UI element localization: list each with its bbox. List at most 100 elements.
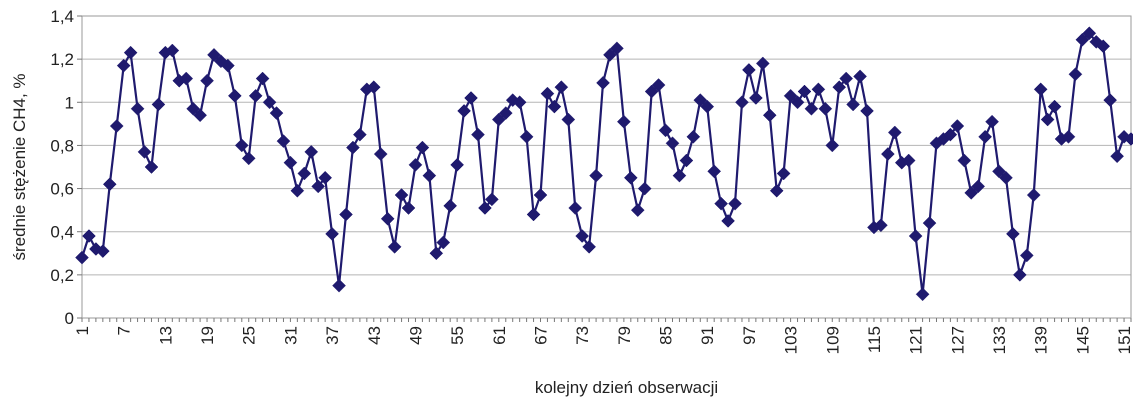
x-tick-label: 67 xyxy=(532,326,551,345)
data-point xyxy=(770,184,783,197)
data-point xyxy=(284,156,297,169)
series-line xyxy=(82,33,1131,294)
data-point xyxy=(76,251,89,264)
grid-lines xyxy=(82,59,1131,275)
y-tick-label: 0,8 xyxy=(50,136,74,155)
data-point xyxy=(339,208,352,221)
data-point xyxy=(270,107,283,120)
data-point xyxy=(117,59,130,72)
x-tick-label: 79 xyxy=(615,326,634,345)
data-point xyxy=(395,189,408,202)
data-point xyxy=(1069,68,1082,81)
data-point xyxy=(590,169,603,182)
data-point xyxy=(763,109,776,122)
data-point xyxy=(444,199,457,212)
x-tick-label: 49 xyxy=(406,326,425,345)
data-point xyxy=(562,113,575,126)
data-point xyxy=(437,236,450,249)
data-point xyxy=(597,76,610,89)
x-tick-label: 55 xyxy=(448,326,467,345)
data-point xyxy=(979,130,992,143)
series-layer xyxy=(76,27,1133,301)
data-point xyxy=(624,171,637,184)
y-axis-ticks: 00,20,40,60,811,21,4 xyxy=(50,7,82,328)
data-point xyxy=(1111,150,1124,163)
data-point xyxy=(805,102,818,115)
data-point xyxy=(256,72,269,85)
data-point xyxy=(242,152,255,165)
data-point xyxy=(534,189,547,202)
data-point xyxy=(333,279,346,292)
x-tick-label: 91 xyxy=(698,326,717,345)
data-point xyxy=(235,139,248,152)
data-point xyxy=(812,83,825,96)
y-tick-label: 0,2 xyxy=(50,266,74,285)
data-point xyxy=(687,130,700,143)
data-point xyxy=(555,81,568,94)
data-point xyxy=(388,240,401,253)
x-tick-label: 109 xyxy=(823,326,842,354)
x-tick-label: 37 xyxy=(323,326,342,345)
x-tick-label: 73 xyxy=(573,326,592,345)
data-point xyxy=(1020,249,1033,262)
data-point xyxy=(888,126,901,139)
data-point xyxy=(986,115,999,128)
data-point xyxy=(249,89,262,102)
data-point xyxy=(916,288,929,301)
data-point xyxy=(145,161,158,174)
data-point xyxy=(527,208,540,221)
data-point xyxy=(861,104,874,117)
data-point xyxy=(409,158,422,171)
x-tick-label: 85 xyxy=(657,326,676,345)
x-tick-label: 145 xyxy=(1073,326,1092,354)
x-tick-label: 43 xyxy=(365,326,384,345)
data-point xyxy=(298,167,311,180)
x-tick-label: 97 xyxy=(740,326,759,345)
data-point xyxy=(381,212,394,225)
data-point xyxy=(152,98,165,111)
data-point xyxy=(777,167,790,180)
data-point xyxy=(291,184,304,197)
y-tick-label: 1,2 xyxy=(50,50,74,69)
plot-area-frame xyxy=(82,16,1131,318)
data-point xyxy=(346,141,359,154)
data-point xyxy=(228,89,241,102)
data-point xyxy=(583,240,596,253)
data-point xyxy=(430,247,443,260)
x-tick-label: 151 xyxy=(1115,326,1133,354)
x-tick-label: 31 xyxy=(281,326,300,345)
data-point xyxy=(471,128,484,141)
x-tick-label: 7 xyxy=(115,326,134,335)
data-point xyxy=(680,154,693,167)
data-point xyxy=(735,96,748,109)
data-point xyxy=(353,128,366,141)
data-point xyxy=(402,201,415,214)
data-point xyxy=(958,154,971,167)
x-tick-label: 133 xyxy=(990,326,1009,354)
data-point xyxy=(631,204,644,217)
data-point xyxy=(1104,94,1117,107)
x-tick-label: 19 xyxy=(198,326,217,345)
data-point xyxy=(617,115,630,128)
data-point xyxy=(1006,227,1019,240)
x-tick-label: 25 xyxy=(240,326,259,345)
data-point xyxy=(854,70,867,83)
data-point xyxy=(722,214,735,227)
x-tick-label: 1 xyxy=(73,326,92,335)
data-point xyxy=(881,148,894,161)
data-point xyxy=(131,102,144,115)
x-tick-label: 115 xyxy=(865,326,884,353)
y-tick-label: 1,4 xyxy=(50,7,74,26)
data-point xyxy=(729,197,742,210)
data-point xyxy=(715,197,728,210)
data-point xyxy=(798,85,811,98)
data-point xyxy=(666,137,679,150)
data-point xyxy=(110,120,123,133)
x-axis-label: kolejny dzień obserwacji xyxy=(535,378,718,397)
data-point xyxy=(423,169,436,182)
x-tick-label: 61 xyxy=(490,326,509,345)
data-point xyxy=(673,169,686,182)
data-point xyxy=(1013,268,1026,281)
x-tick-label: 13 xyxy=(156,326,175,345)
